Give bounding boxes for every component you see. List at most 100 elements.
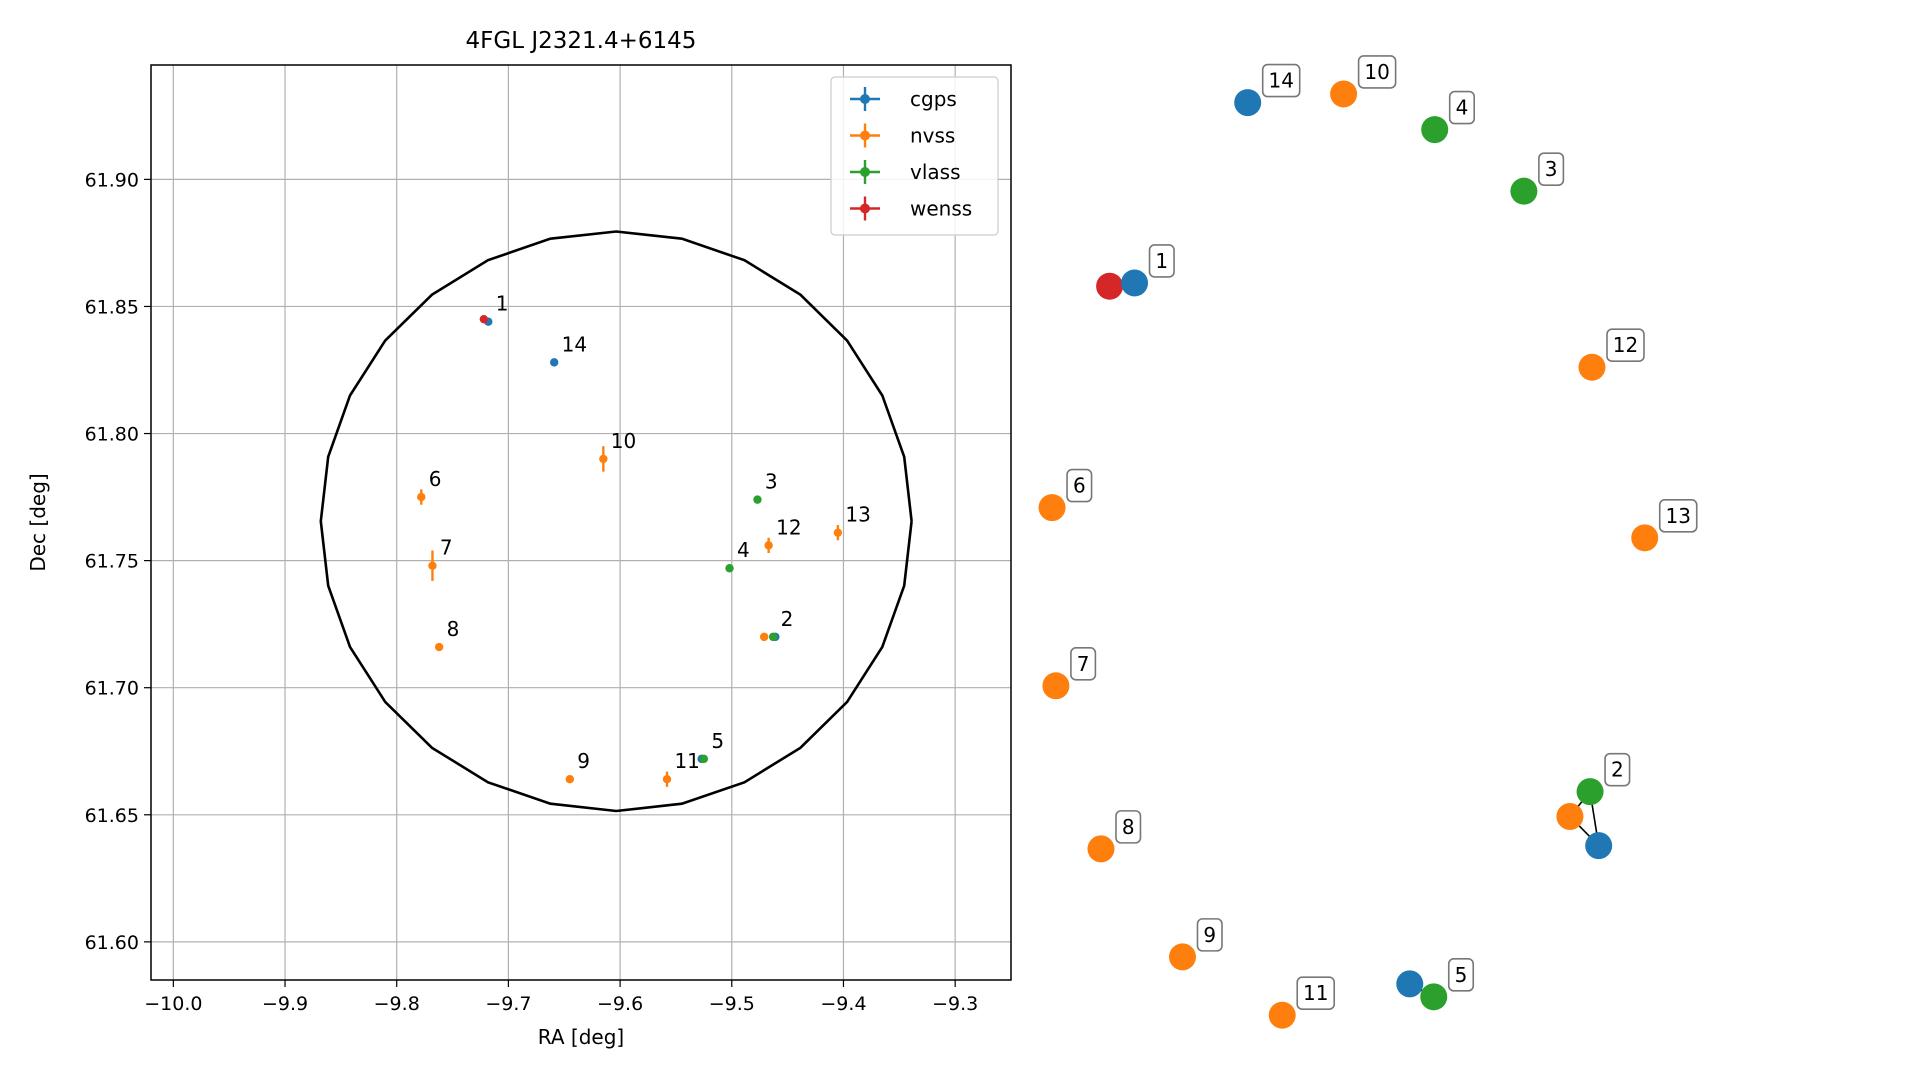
point-nvss — [428, 561, 437, 570]
y-axis-label: Dec [deg] — [26, 473, 50, 571]
network-graph: 14 10 4 3 1 12 6 13 7 2 8 9 11 5 — [1038, 55, 1698, 1029]
legend-dot-nvss — [860, 130, 870, 141]
network-node — [1556, 802, 1584, 830]
x-tick-label: −9.6 — [597, 993, 643, 1015]
network-label-box: 12 — [1606, 328, 1645, 363]
point-annotation: 10 — [611, 429, 636, 453]
point-vlass — [768, 632, 778, 642]
network-label-box: 9 — [1196, 918, 1223, 952]
uncertainty-ellipse — [319, 230, 913, 813]
point-annotation: 14 — [562, 332, 587, 356]
x-axis-label: RA [deg] — [538, 1025, 624, 1049]
y-tick-label: 61.90 — [85, 169, 139, 191]
network-node — [1421, 116, 1449, 144]
data-points — [417, 314, 843, 787]
network-label-text: 14 — [1268, 69, 1293, 93]
network-node — [1330, 80, 1358, 108]
point-annotation: 12 — [776, 515, 801, 539]
point-annotation: 3 — [765, 470, 778, 494]
network-node — [1234, 89, 1262, 117]
network-label-box: 7 — [1070, 646, 1097, 681]
network-label-frame — [1196, 918, 1223, 952]
network-node — [1576, 778, 1604, 806]
point-annotation: 7 — [440, 536, 453, 560]
network-label-text: 2 — [1611, 758, 1624, 782]
x-tick-label: −10.0 — [144, 993, 202, 1015]
network-label-box: 8 — [1115, 810, 1142, 844]
network-label-text: 6 — [1073, 474, 1086, 498]
network-label-text: 12 — [1613, 333, 1638, 357]
network-node — [1087, 835, 1115, 863]
network-label-box: 6 — [1066, 468, 1093, 503]
network-label-box: 1 — [1148, 244, 1175, 278]
network-label-text: 9 — [1203, 923, 1216, 947]
network-node — [1038, 494, 1066, 522]
point-nvss — [565, 775, 575, 784]
x-tick-label: −9.3 — [932, 993, 978, 1015]
network-node — [1631, 524, 1659, 552]
network-label-box: 11 — [1296, 976, 1336, 1011]
network-label-text: 4 — [1456, 96, 1469, 120]
legend-frame — [830, 76, 999, 236]
y-tick-label: 61.60 — [85, 932, 139, 954]
point-nvss — [599, 454, 608, 464]
axis-ticks: −10.0 −9.9 −9.8 −9.7 −9.6 −9.5 −9.4 −9.361.6061… — [85, 169, 979, 1015]
x-tick-label: −9.9 — [262, 993, 308, 1015]
point-annotation: 1 — [496, 292, 509, 316]
network-label-frame — [1148, 244, 1175, 278]
network-label-box: 4 — [1448, 90, 1476, 125]
network-label-text: 3 — [1545, 157, 1558, 181]
point-nvss — [764, 541, 773, 550]
network-node — [1168, 943, 1196, 971]
point-nvss — [833, 528, 843, 537]
network-label-frame — [1447, 958, 1475, 992]
point-vlass — [725, 564, 734, 573]
x-tick-label: −9.5 — [709, 993, 755, 1015]
point-annotation: 6 — [429, 467, 442, 491]
network-label-frame — [1357, 55, 1397, 89]
point-annotation: 5 — [711, 729, 724, 753]
point-nvss — [759, 632, 769, 642]
network-label-frame — [1658, 499, 1698, 533]
network-label-text: 11 — [1303, 981, 1328, 1005]
network-label-box: 3 — [1538, 152, 1565, 186]
x-tick-label: −9.8 — [374, 993, 420, 1015]
network-label-box: 14 — [1261, 63, 1301, 98]
y-tick-label: 61.70 — [85, 678, 139, 700]
network-node — [1042, 672, 1070, 700]
y-tick-label: 61.85 — [85, 296, 139, 318]
network-nodes — [1038, 80, 1659, 1029]
network-label-frame — [1604, 752, 1631, 787]
point-annotation: 4 — [737, 538, 750, 562]
point-annotation: 9 — [577, 749, 590, 773]
y-tick-label: 61.65 — [85, 805, 139, 827]
y-tick-label: 61.80 — [85, 424, 139, 446]
network-label-frame — [1448, 90, 1476, 125]
network-node — [1510, 177, 1538, 205]
point-nvss — [434, 642, 444, 652]
plot-frame — [150, 64, 1012, 981]
legend-dot-vlass — [860, 167, 870, 177]
point-cgps — [549, 358, 559, 367]
network-label-text: 8 — [1122, 815, 1135, 839]
network-label-text: 1 — [1155, 249, 1168, 273]
point-annotations: 1 14 10 6 7 3 12 13 4 2 8 9 11 5 — [429, 292, 871, 774]
network-label-text: 13 — [1665, 504, 1690, 528]
network-label-box: 13 — [1658, 499, 1698, 533]
network-label-frame — [1070, 646, 1097, 681]
point-annotation: 13 — [845, 503, 870, 527]
legend-dot-cgps — [860, 94, 870, 104]
network-label-frame — [1606, 328, 1645, 363]
point-vlass — [699, 754, 709, 764]
network-node — [1585, 832, 1613, 860]
legend-dot-wenss — [860, 203, 870, 214]
legend-label-vlass: vlass — [910, 160, 961, 184]
y-tick-label: 61.75 — [85, 551, 139, 573]
legend-label-wenss: wenss — [910, 197, 972, 221]
scatter-chart: 1 14 10 6 7 3 12 13 4 2 8 9 11 5 −10.0 −9.9 −9.8 −9.7 −9.… — [26, 28, 1012, 1049]
x-tick-label: −9.7 — [485, 993, 531, 1015]
chart-title: 4FGL J2321.4+6145 — [466, 28, 697, 54]
grid — [151, 65, 1011, 980]
network-node — [1268, 1001, 1296, 1029]
